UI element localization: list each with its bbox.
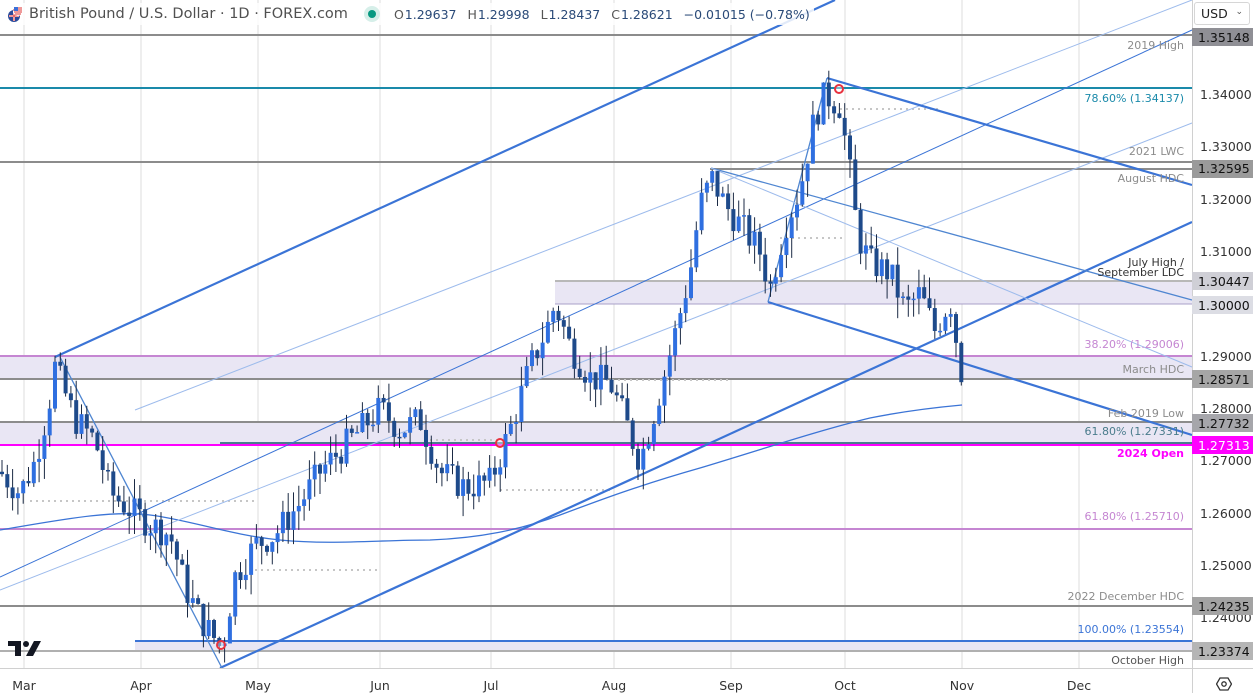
close-value: 1.28621	[620, 6, 673, 22]
moving-average-line	[0, 404, 963, 543]
time-label: Sep	[719, 678, 743, 693]
price-tick: 1.32000	[1200, 191, 1252, 207]
level-label: September LDC	[1097, 266, 1184, 279]
price-tick: 1.26000	[1200, 505, 1252, 521]
currency-select[interactable]: USD ⌄	[1194, 2, 1250, 25]
dotted-levels	[30, 108, 940, 571]
level-label: 2019 High	[1127, 39, 1184, 52]
price-badge: 1.32595	[1192, 159, 1253, 178]
support-resistance-zones	[0, 281, 1192, 651]
price-badge: 1.30000	[1192, 296, 1253, 314]
swing-high-marker	[834, 84, 844, 94]
time-label: Aug	[601, 678, 627, 693]
tradingview-logo-icon	[8, 641, 41, 656]
symbol-title: British Pound / U.S. Dollar · 1D · FOREX…	[29, 6, 348, 22]
time-label: Apr	[130, 678, 152, 693]
time-label: Jul	[483, 678, 499, 693]
price-badge: 1.28571	[1192, 370, 1253, 389]
price-tick: 1.34000	[1200, 87, 1252, 103]
level-label: Feb 2019 Low	[1107, 407, 1184, 420]
grid-lines	[23, 0, 1080, 668]
level-label: 61.80% (1.27331)	[1084, 425, 1184, 438]
swing-low-marker	[216, 640, 226, 650]
price-badge: 1.27732	[1192, 414, 1253, 432]
low-value: 1.28437	[548, 6, 601, 22]
price-tick: 1.27000	[1200, 453, 1252, 469]
price-tick: 1.29000	[1200, 348, 1252, 364]
price-tick: 1.28000	[1200, 400, 1252, 416]
level-label: 2022 December HDC	[1067, 590, 1184, 603]
price-badge: 1.23374	[1192, 642, 1253, 660]
level-label: 78.60% (1.34137)	[1084, 92, 1184, 105]
price-tick: 1.33000	[1200, 139, 1252, 155]
candlestick-series	[0, 70, 964, 663]
time-label: Jun	[370, 678, 390, 693]
time-label: Dec	[1066, 678, 1092, 693]
price-badge: 1.35148	[1192, 28, 1253, 46]
time-label: May	[245, 678, 271, 693]
price-tick: 1.31000	[1200, 244, 1252, 260]
level-label: August HDC	[1117, 172, 1184, 185]
high-value: 1.29998	[477, 6, 530, 22]
level-label: 100.00% (1.23554)	[1077, 623, 1184, 636]
price-tick: 1.25000	[1200, 557, 1252, 573]
level-label: 38.20% (1.29006)	[1084, 338, 1184, 351]
market-status-dot	[367, 10, 376, 18]
settings-hexagon-icon[interactable]	[1216, 677, 1232, 691]
time-label: Oct	[834, 678, 856, 693]
chevron-down-icon: ⌄	[1235, 7, 1243, 17]
price-badge: 1.27313	[1192, 436, 1253, 454]
trend-channel-lines	[0, 0, 1193, 669]
price-badge: 1.24235	[1192, 597, 1253, 615]
level-label: July High /	[1128, 256, 1184, 269]
price-badge: 1.30447	[1192, 272, 1253, 290]
price-axis[interactable]	[1192, 0, 1253, 668]
time-label: Mar	[12, 678, 36, 693]
level-label: 2024 Open	[1117, 447, 1184, 460]
open-value: 1.29637	[404, 6, 457, 22]
gbp-usd-flag-icon	[8, 6, 23, 22]
level-label: 61.80% (1.25710)	[1084, 510, 1184, 523]
pivot-marker	[495, 438, 505, 448]
change-value: −0.01015 (−0.78%)	[683, 6, 810, 22]
symbol-legend[interactable]: British Pound / U.S. Dollar · 1D · FOREX…	[6, 3, 814, 25]
time-axis[interactable]	[0, 668, 1253, 693]
level-label: October High	[1111, 654, 1184, 667]
level-label: March HDC	[1122, 363, 1184, 376]
ohlc-values: O1.29637 H1.29998 L1.28437 C1.28621 −0.0…	[393, 6, 810, 22]
time-label: Nov	[949, 678, 975, 693]
level-label: 2021 LWC	[1128, 145, 1184, 158]
